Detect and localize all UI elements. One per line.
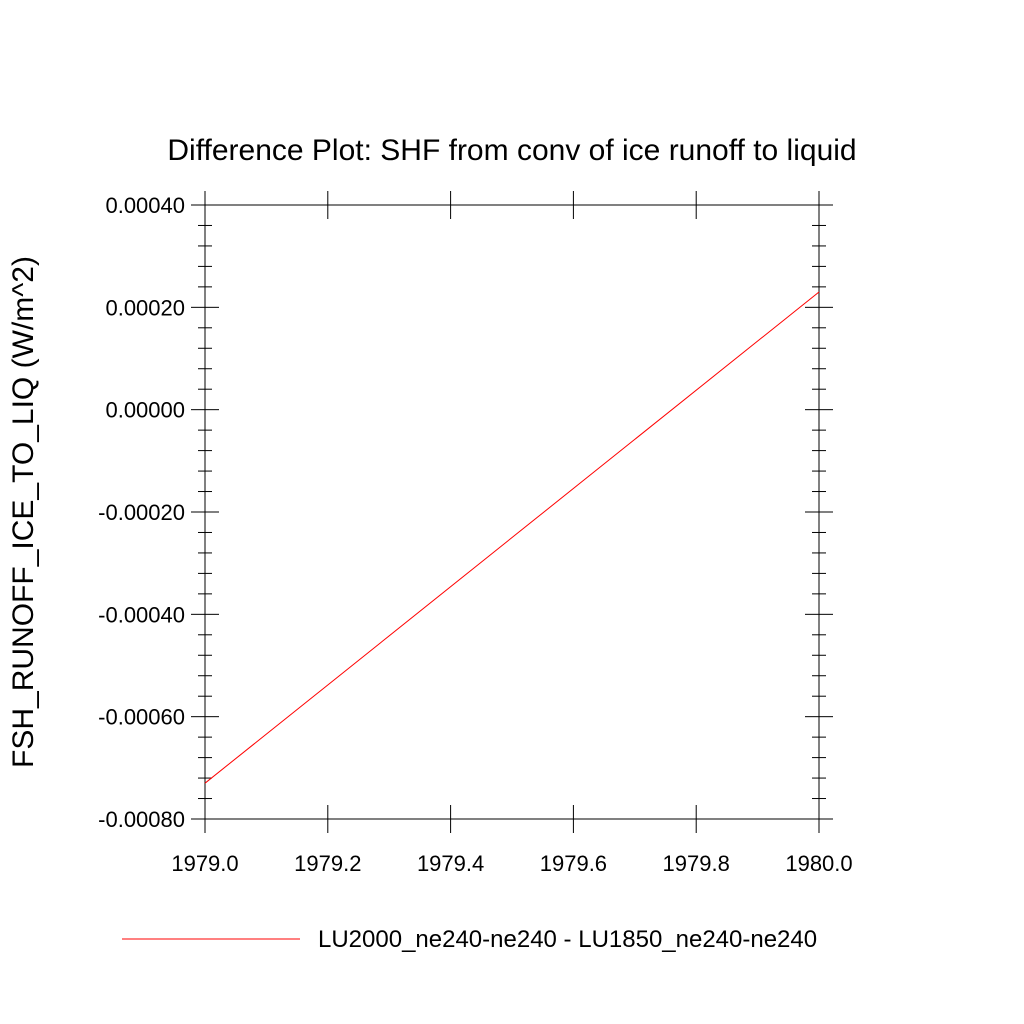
x-tick-label: 1979.2 bbox=[294, 851, 361, 876]
axis-ticks: 1979.0 1979.2 1979.4 1979.6 1979.8 1980.0 -0.0… bbox=[98, 191, 853, 876]
legend-label: LU2000_ne240-ne240 - LU1850_ne240-ne240 bbox=[318, 926, 817, 953]
series-layer bbox=[204, 291, 820, 784]
legend: LU2000_ne240-ne240 - LU1850_ne240-ne240 bbox=[122, 926, 817, 953]
y-tick-label: 0.00000 bbox=[105, 398, 185, 423]
y-tick-label: 0.00040 bbox=[105, 193, 185, 218]
y-tick-label: 0.00020 bbox=[105, 295, 185, 320]
series-line bbox=[204, 291, 820, 784]
chart-title: Difference Plot: SHF from conv of ice ru… bbox=[167, 134, 856, 167]
x-tick-label: 1979.6 bbox=[540, 851, 607, 876]
y-tick-label: -0.00080 bbox=[98, 807, 185, 832]
y-tick-label: -0.00020 bbox=[98, 500, 185, 525]
y-tick-label: -0.00060 bbox=[98, 705, 185, 730]
plot-frame bbox=[204, 204, 820, 820]
y-axis-label: FSH_RUNOFF_ICE_TO_LIQ (W/m^2) bbox=[7, 256, 40, 768]
x-tick-label: 1979.8 bbox=[663, 851, 730, 876]
x-tick-label: 1979.4 bbox=[417, 851, 484, 876]
x-tick-label: 1979.0 bbox=[171, 851, 238, 876]
y-tick-label: -0.00040 bbox=[98, 602, 185, 627]
x-tick-label: 1980.0 bbox=[785, 851, 852, 876]
